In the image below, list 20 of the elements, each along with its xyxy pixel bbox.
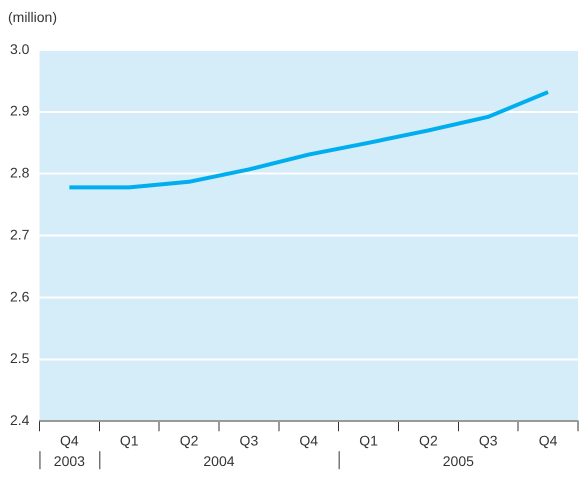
y-tick-label: 2.9: [10, 102, 30, 119]
y-tick-label: 2.4: [10, 412, 30, 428]
y-tick-label: 3.0: [10, 40, 30, 57]
x-tick-label: Q4: [299, 432, 318, 448]
x-tick-label: Q2: [419, 432, 438, 448]
text: 2003: [54, 453, 86, 470]
y-axis-title: (million): [8, 9, 57, 25]
x-tick-label: Q1: [359, 432, 378, 448]
y-tick-label: 2.8: [10, 164, 30, 181]
x-tick-label: Q1: [120, 432, 139, 448]
x-tick-label: Q2: [180, 432, 199, 448]
x-tick-label: Q3: [240, 432, 258, 448]
x-tick-label: Q4: [60, 432, 79, 448]
y-tick-label: 2.6: [10, 288, 30, 304]
text: 2004: [203, 453, 235, 470]
x-tick-label: Q3: [478, 432, 498, 448]
x-tick-label: Q4: [538, 432, 558, 448]
y-tick-label: 2.7: [10, 226, 30, 242]
y-tick-label: 2.5: [10, 350, 30, 366]
text: 2005: [442, 453, 474, 470]
